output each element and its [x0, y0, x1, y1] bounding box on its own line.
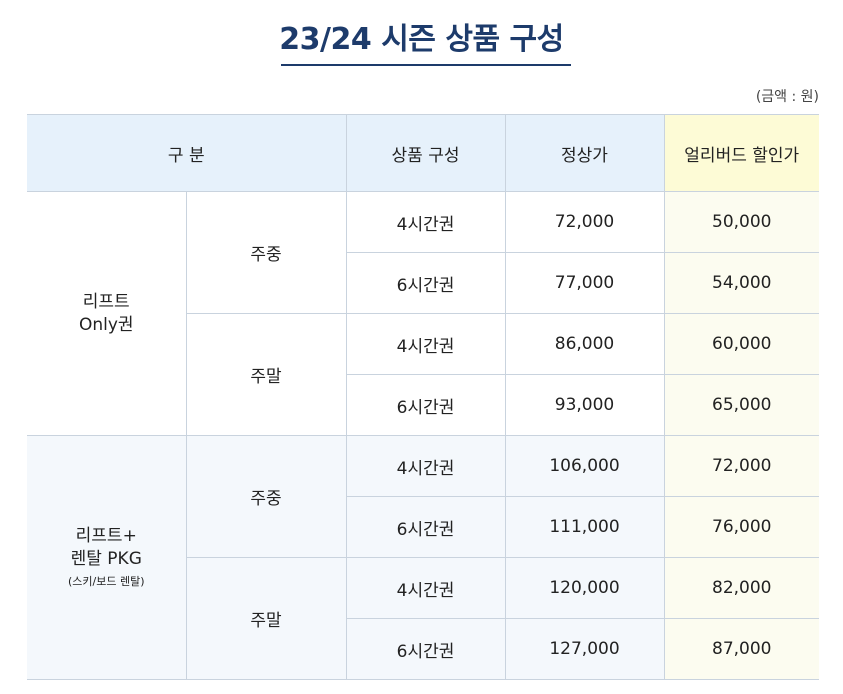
early-price-cell: 54,000	[663, 252, 819, 314]
category-name-line2: 렌탈 PKG	[70, 549, 142, 569]
category-lift-only: 리프트 Only권	[27, 191, 187, 436]
early-price-cell: 87,000	[663, 618, 819, 680]
regular-price-cell: 77,000	[504, 252, 665, 314]
title-underline	[281, 64, 571, 66]
category-name-line1: 리프트	[82, 291, 130, 312]
early-price-cell: 50,000	[663, 191, 819, 253]
early-price-cell: 76,000	[663, 496, 819, 558]
header-category: 구 분	[27, 114, 347, 192]
early-price-cell: 72,000	[663, 435, 819, 497]
regular-price-cell: 120,000	[504, 557, 665, 619]
table-row: 주말 4시간권 86,000 60,000	[27, 313, 819, 436]
product-cell: 6시간권	[346, 496, 506, 558]
category-name-line1: 리프트+	[75, 526, 137, 546]
table-row: 6시간권 93,000 65,000	[27, 374, 819, 436]
page-title: 23/24 시즌 상품 구성	[279, 22, 564, 57]
period-weekend: 주말	[186, 313, 347, 436]
early-price-cell: 82,000	[663, 557, 819, 619]
category-lift-rental-pkg: 리프트+ 렌탈 PKG (스키/보드 렌탈)	[27, 435, 187, 680]
header-early-bird-price: 얼리버드 할인가	[663, 114, 819, 192]
product-cell: 6시간권	[346, 618, 506, 680]
regular-price-cell: 127,000	[504, 618, 665, 680]
table-row: 6시간권 127,000 87,000	[27, 618, 819, 680]
period-weekday: 주중	[185, 435, 347, 558]
period-weekend: 주말	[186, 557, 347, 680]
table-header-row: 구 분 상품 구성 정상가 얼리버드 할인가	[27, 114, 819, 192]
early-price-cell: 60,000	[663, 313, 819, 375]
regular-price-cell: 106,000	[504, 435, 665, 497]
table-row: 6시간권 77,000 54,000	[27, 252, 819, 314]
early-price-cell: 65,000	[663, 374, 819, 436]
regular-price-cell: 111,000	[504, 496, 665, 558]
price-table: 구 분 상품 구성 정상가 얼리버드 할인가 리프트 Only권 주중 4시간권…	[27, 114, 819, 680]
category-name-line2: Only권	[78, 314, 134, 335]
product-cell: 4시간권	[345, 313, 506, 375]
regular-price-cell: 72,000	[504, 191, 665, 253]
regular-price-cell: 86,000	[504, 313, 665, 375]
product-cell: 4시간권	[345, 557, 506, 619]
table-row: 리프트 Only권 주중 4시간권 72,000 50,000	[27, 191, 819, 436]
currency-unit-note: (금액 : 원)	[755, 89, 819, 105]
table-row: 리프트+ 렌탈 PKG (스키/보드 렌탈) 주중 4시간권 106,000 7…	[27, 435, 819, 680]
product-cell: 6시간권	[346, 252, 506, 314]
header-product: 상품 구성	[345, 114, 506, 192]
category-subnote: (스키/보드 렌탈)	[67, 575, 145, 588]
table-row: 주말 4시간권 120,000 82,000	[27, 557, 819, 680]
header-regular-price: 정상가	[504, 114, 665, 192]
product-cell: 6시간권	[346, 374, 506, 436]
period-weekday: 주중	[185, 191, 347, 314]
regular-price-cell: 93,000	[504, 374, 665, 436]
table-row: 6시간권 111,000 76,000	[27, 496, 819, 558]
product-cell: 4시간권	[345, 435, 506, 497]
product-cell: 4시간권	[345, 191, 506, 253]
